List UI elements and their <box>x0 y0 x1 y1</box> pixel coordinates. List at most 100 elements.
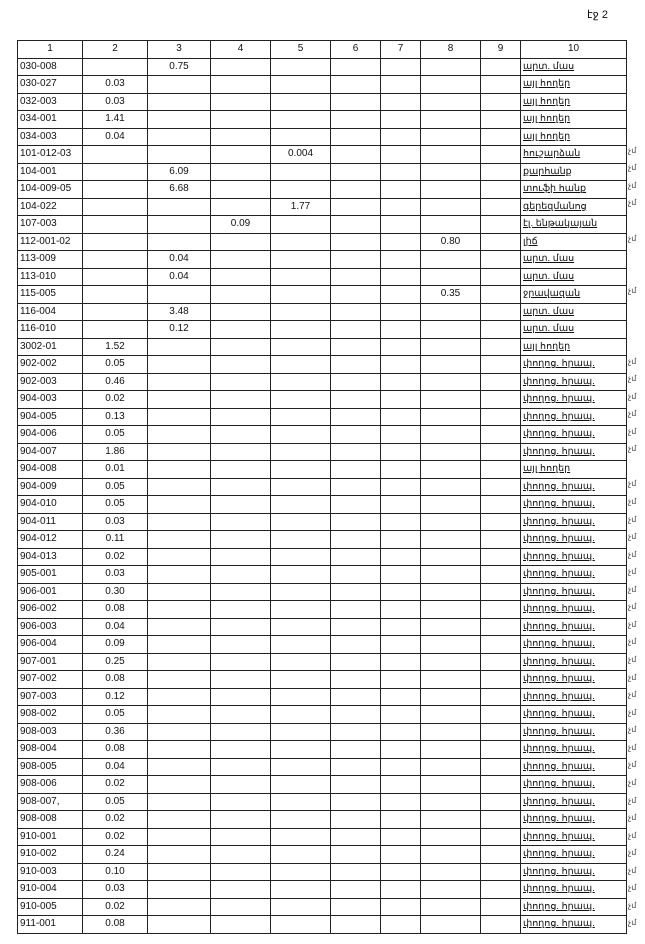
area-value <box>270 792 331 811</box>
area-value <box>210 512 271 531</box>
area-value <box>420 460 481 479</box>
area-value <box>330 92 381 111</box>
margin-mark: չմ <box>628 356 637 366</box>
parcel-code: 908-004 <box>17 740 83 759</box>
area-value <box>330 827 381 846</box>
parcel-code: 904-010 <box>17 495 83 514</box>
area-value <box>147 372 211 391</box>
area-value <box>270 337 331 356</box>
area-value <box>380 617 421 636</box>
area-value <box>420 215 481 234</box>
parcel-code: 116-010 <box>17 320 83 339</box>
parcel-code: 902-002 <box>17 355 83 374</box>
parcel-code: 115-005 <box>17 285 83 304</box>
area-value <box>480 810 521 829</box>
table-row: 104-022 1.77 գերեզմանոց <box>17 197 627 216</box>
area-value <box>147 582 211 601</box>
area-value <box>480 92 521 111</box>
land-use-note: փողոց. հրապ. <box>520 407 627 426</box>
area-value <box>380 460 421 479</box>
area-value <box>210 652 271 671</box>
area-value <box>210 232 271 251</box>
area-value <box>330 582 381 601</box>
area-value <box>330 110 381 129</box>
area-value <box>270 442 331 461</box>
table-row: 107-003 0.09 էլ. ենթակայան <box>17 215 627 234</box>
column-header-7: 7 <box>380 40 421 59</box>
area-value: 0.30 <box>82 582 148 601</box>
area-value <box>480 145 521 164</box>
area-value: 0.04 <box>147 250 211 269</box>
land-use-note: փողոց. հրապ. <box>520 862 627 881</box>
area-value <box>147 687 211 706</box>
land-use-note: ջրավազան <box>520 285 627 304</box>
table-header-row: 1 2 3 4 5 6 7 8 9 10 <box>17 40 627 59</box>
parcel-code: 116-004 <box>17 302 83 321</box>
land-use-note: լիճ <box>520 232 627 251</box>
margin-mark: չմ <box>628 655 637 665</box>
area-value <box>147 600 211 619</box>
area-value: 0.05 <box>82 355 148 374</box>
area-value <box>480 250 521 269</box>
land-use-note: այլ հողեր <box>520 92 627 111</box>
table-row: 030-027 0.03 այլ հողեր <box>17 75 627 94</box>
area-value <box>270 477 331 496</box>
land-use-note: արտ. մաս <box>520 320 627 339</box>
land-use-note: արտ. մաս <box>520 57 627 76</box>
area-value <box>210 687 271 706</box>
area-value <box>270 897 331 916</box>
area-value <box>330 495 381 514</box>
parcel-code: 905-001 <box>17 565 83 584</box>
area-value <box>380 180 421 199</box>
area-value <box>420 915 481 934</box>
area-value: 0.04 <box>82 617 148 636</box>
area-value <box>380 635 421 654</box>
parcel-code: 113-010 <box>17 267 83 286</box>
table-row: 908-005 0.04 փողոց. հրապ. <box>17 757 627 776</box>
area-value <box>420 600 481 619</box>
margin-mark: չմ <box>628 777 637 787</box>
area-value <box>380 320 421 339</box>
area-value <box>380 390 421 409</box>
area-value <box>330 652 381 671</box>
area-value <box>270 880 331 899</box>
area-value: 0.05 <box>82 477 148 496</box>
area-value: 1.41 <box>82 110 148 129</box>
area-value <box>420 810 481 829</box>
table-row: 904-008 0.01 այլ հողեր <box>17 460 627 479</box>
area-value <box>270 827 331 846</box>
area-value <box>330 145 381 164</box>
area-value <box>270 390 331 409</box>
area-value: 1.77 <box>270 197 331 216</box>
area-value <box>147 477 211 496</box>
area-value <box>147 652 211 671</box>
land-use-note: փողոց. հրապ. <box>520 477 627 496</box>
area-value: 0.05 <box>82 425 148 444</box>
area-value <box>420 635 481 654</box>
area-value <box>420 547 481 566</box>
margin-mark: չմ <box>628 725 637 735</box>
area-value <box>380 845 421 864</box>
area-value <box>420 197 481 216</box>
area-value <box>330 547 381 566</box>
area-value <box>420 582 481 601</box>
area-value <box>82 215 148 234</box>
area-value: 0.04 <box>82 757 148 776</box>
area-value <box>380 810 421 829</box>
area-value <box>380 652 421 671</box>
area-value <box>420 652 481 671</box>
table-row: 116-004 3.48 արտ. մաս <box>17 302 627 321</box>
area-value <box>420 705 481 724</box>
area-value <box>210 460 271 479</box>
area-value <box>210 810 271 829</box>
area-value <box>330 390 381 409</box>
area-value <box>147 407 211 426</box>
area-value <box>380 442 421 461</box>
margin-mark: չմ <box>628 918 637 928</box>
area-value <box>270 302 331 321</box>
land-use-note: փողոց. հրապ. <box>520 355 627 374</box>
area-value: 0.05 <box>82 495 148 514</box>
margin-mark: չմ <box>628 865 637 875</box>
area-value <box>480 582 521 601</box>
column-header-5: 5 <box>270 40 331 59</box>
